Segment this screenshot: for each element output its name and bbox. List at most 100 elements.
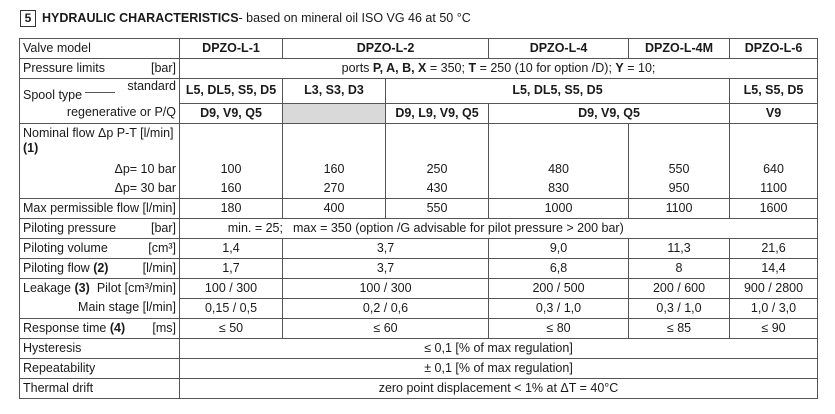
- piloting-pressure-value: min. = 25; max = 350 (option /G advisable…: [178, 217, 819, 239]
- nominal-flow-dp10-row: Δp= 10 bar 100 160 250 480 550 640: [19, 159, 819, 179]
- response-time-value: ≤ 90: [729, 317, 819, 339]
- leakage-main-row: Main stage [l/min] 0,15 / 0,5 0,2 / 0,6 …: [19, 297, 819, 319]
- piloting-flow-note: (2): [93, 260, 109, 275]
- nominal-flow-label-cell: Nominal flow Δp P-T [l/min] (1): [19, 122, 180, 160]
- max-flow-value: 1000: [488, 197, 630, 219]
- header-row: Valve model DPZO-L-1 DPZO-L-2 DPZO-L-4 D…: [19, 38, 819, 59]
- spool-standard-4: L5, DL5, S5, D5: [384, 78, 731, 104]
- leakage-main-value: 0,3 / 1,0: [628, 297, 731, 319]
- dp30-label: Δp= 30 bar: [19, 178, 180, 199]
- dp10-value: 480: [488, 159, 630, 179]
- spool-type-cell: Spool type standard: [19, 78, 180, 103]
- dp10-value: 250: [384, 159, 490, 179]
- max-flow-value: 180: [179, 197, 283, 219]
- max-flow-value: 1100: [628, 197, 731, 219]
- dp30-value: 270: [282, 178, 386, 199]
- piloting-flow-row: Piloting flow (2) [l/min] 1,7 3,7 6,8 8 1…: [19, 257, 819, 279]
- response-time-value: ≤ 85: [628, 317, 731, 339]
- spool-standard-label: standard: [127, 79, 176, 93]
- pressure-text-a: ports: [341, 61, 373, 75]
- piloting-volume-value: 11,3: [628, 237, 731, 259]
- piloting-pressure-min: min. = 25;: [227, 220, 283, 235]
- nominal-flow-blank-3: [384, 122, 490, 160]
- hysteresis-value: ≤ 0,1 [% of max regulation]: [178, 337, 819, 359]
- piloting-volume-value: 3,7: [281, 237, 490, 259]
- spool-standard-row: Spool type standard L5, DL5, S5, D5 L3, …: [19, 78, 819, 104]
- leakage-main-value: 0,3 / 1,0: [488, 297, 630, 319]
- nominal-flow-blank-2: [282, 122, 386, 160]
- hydraulic-characteristics-table: Valve model DPZO-L-1 DPZO-L-2 DPZO-L-4 D…: [19, 38, 819, 399]
- max-flow-value: 550: [384, 197, 490, 219]
- spool-regen-1: D9, V9, Q5: [179, 102, 283, 124]
- piloting-flow-value: 8: [628, 257, 731, 279]
- response-time-label-cell: Response time (4) [ms]: [19, 317, 180, 339]
- model-2: DPZO-L-2: [281, 38, 490, 59]
- spool-regen-2: D9, L9, V9, Q5: [384, 102, 490, 124]
- response-time-value: ≤ 80: [488, 317, 630, 339]
- leakage-pilot-value: 200 / 500: [488, 277, 630, 299]
- header-label: Valve model: [19, 38, 180, 59]
- piloting-volume-label-cell: Piloting volume [cm³]: [19, 237, 180, 259]
- piloting-volume-value: 21,6: [729, 237, 819, 259]
- piloting-pressure-label: Piloting pressure: [23, 220, 117, 235]
- dp10-value: 640: [729, 159, 819, 179]
- max-flow-value: 400: [282, 197, 386, 219]
- max-flow-row: Max permissible flow [l/min] 180 400 550…: [19, 197, 819, 219]
- pressure-text-g: = 10;: [623, 61, 656, 75]
- leakage-main-label: Main stage [l/min]: [19, 298, 180, 319]
- dp10-value: 100: [179, 159, 283, 179]
- pressure-port-t: T: [468, 61, 477, 75]
- piloting-flow-value: 3,7: [281, 257, 490, 279]
- leakage-main-value: 0,2 / 0,6: [281, 297, 490, 319]
- dp10-label: Δp= 10 bar: [19, 159, 180, 179]
- spool-regen-label: regenerative or P/Q: [19, 103, 180, 124]
- repeatability-label: Repeatability: [19, 357, 180, 379]
- pressure-text-e: = 250 (10 for option /D);: [476, 61, 616, 75]
- dp30-value: 950: [628, 178, 731, 199]
- thermal-drift-value: zero point displacement < 1% at ΔT = 40°…: [178, 377, 819, 399]
- piloting-flow-value: 1,7: [179, 257, 283, 279]
- piloting-pressure-max: max = 350 (option /G advisable for pilot…: [293, 220, 624, 235]
- model-1: DPZO-L-1: [179, 38, 283, 59]
- piloting-volume-row: Piloting volume [cm³] 1,4 3,7 9,0 11,3 21…: [19, 237, 819, 259]
- response-time-label: Response time: [23, 320, 107, 335]
- section-heading: 5 HYDRAULIC CHARACTERISTICS - based on m…: [20, 8, 471, 28]
- spool-regen-empty: [282, 102, 386, 124]
- leakage-label: Leakage: [23, 280, 71, 295]
- piloting-pressure-row: Piloting pressure [bar] min. = 25; max = 3…: [19, 217, 819, 239]
- nominal-flow-head-row: Nominal flow Δp P-T [l/min] (1): [19, 122, 819, 160]
- model-6: DPZO-L-6: [729, 38, 819, 59]
- leakage-pilot-row: Leakage (3) Pilot [cm³/min] 100 / 300 100…: [19, 277, 819, 299]
- leakage-pilot-value: 100 / 300: [179, 277, 283, 299]
- spool-standard-1: L5, DL5, S5, D5: [179, 78, 283, 104]
- piloting-pressure-unit: [bar]: [150, 220, 176, 235]
- pressure-ports: P, A, B, X: [372, 61, 427, 75]
- thermal-drift-label: Thermal drift: [19, 377, 180, 399]
- model-4: DPZO-L-4: [488, 38, 630, 59]
- leakage-main-value: 0,15 / 0,5: [179, 297, 283, 319]
- piloting-volume-unit: [cm³]: [148, 240, 176, 255]
- leakage-main-value: 1,0 / 3,0: [729, 297, 819, 319]
- hysteresis-label: Hysteresis: [19, 337, 180, 359]
- piloting-flow-value: 14,4: [729, 257, 819, 279]
- nominal-flow-blank-5: [628, 122, 731, 160]
- dp30-value: 160: [179, 178, 283, 199]
- spool-type-label: Spool type: [23, 88, 83, 102]
- dp30-value: 830: [488, 178, 630, 199]
- dp10-value: 160: [282, 159, 386, 179]
- piloting-flow-label-cell: Piloting flow (2) [l/min]: [19, 257, 180, 279]
- dp10-value: 550: [628, 159, 731, 179]
- nominal-flow-blank-4: [488, 122, 630, 160]
- nominal-flow-blank-1: [179, 122, 283, 160]
- piloting-flow-value: 6,8: [488, 257, 630, 279]
- leakage-pilot-value: 900 / 2800: [729, 277, 819, 299]
- spool-standard-6: L5, S5, D5: [729, 78, 819, 104]
- response-time-unit: [ms]: [152, 320, 176, 335]
- leakage-note: (3): [74, 280, 90, 295]
- pressure-limits-label-cell: Pressure limits [bar]: [19, 58, 180, 79]
- nominal-flow-label: Nominal flow Δp P-T [l/min]: [23, 125, 174, 140]
- leakage-pilot-label: Pilot [cm³/min]: [96, 280, 176, 295]
- dp30-value: 430: [384, 178, 490, 199]
- pressure-text-c: = 350;: [426, 61, 469, 75]
- max-flow-value: 1600: [729, 197, 819, 219]
